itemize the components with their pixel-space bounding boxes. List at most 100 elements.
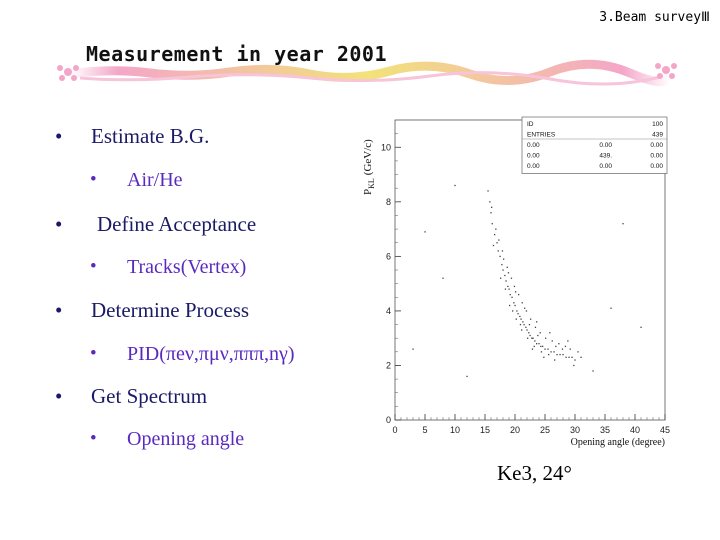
data-point xyxy=(573,364,575,367)
data-point xyxy=(528,332,530,334)
data-point xyxy=(520,318,522,320)
data-point xyxy=(550,351,552,353)
data-point xyxy=(521,329,523,331)
data-point xyxy=(490,212,492,214)
data-point xyxy=(492,244,495,247)
data-point xyxy=(530,318,532,320)
x-tick-label: 30 xyxy=(570,425,580,435)
y-tick-label: 8 xyxy=(386,197,391,207)
sub-bullet-item: Air/He xyxy=(127,169,183,191)
data-point xyxy=(558,343,560,345)
stats-cell: ENTRIES xyxy=(527,132,556,139)
data-point xyxy=(571,356,573,358)
data-point xyxy=(543,356,545,358)
data-point xyxy=(503,258,505,260)
x-axis-label: Opening angle (degree) xyxy=(571,437,665,448)
data-point xyxy=(500,277,502,279)
data-point xyxy=(533,345,535,348)
sub-bullet-item: Opening angle xyxy=(127,428,245,450)
data-point xyxy=(515,318,517,320)
data-point xyxy=(525,310,528,312)
data-point xyxy=(412,348,414,350)
decorative-banner xyxy=(57,59,677,87)
data-point xyxy=(518,293,520,296)
flower-icon xyxy=(57,65,79,81)
x-tick-label: 0 xyxy=(392,425,397,435)
stats-cell: 100 xyxy=(652,121,663,128)
data-point xyxy=(553,351,555,353)
data-point xyxy=(494,233,496,236)
bullet-marker: • xyxy=(55,124,63,148)
y-tick-label: 0 xyxy=(386,415,391,425)
bullet-item: Determine Process xyxy=(91,298,250,322)
data-point xyxy=(531,348,534,350)
data-point xyxy=(561,348,564,350)
data-point xyxy=(568,356,570,358)
data-point xyxy=(501,263,503,266)
data-point xyxy=(567,340,569,342)
data-point xyxy=(511,296,513,298)
data-point xyxy=(542,345,544,348)
data-point xyxy=(536,343,538,345)
data-point xyxy=(569,348,571,350)
data-point xyxy=(505,280,507,282)
data-point xyxy=(454,184,456,187)
data-point xyxy=(508,288,510,290)
bullet-marker: • xyxy=(55,298,63,322)
section-label: 3.Beam surveyⅢ xyxy=(599,10,710,25)
data-point xyxy=(504,288,507,290)
data-point xyxy=(495,228,497,230)
data-point xyxy=(491,206,493,208)
data-point xyxy=(540,345,542,348)
data-point xyxy=(529,334,531,337)
data-point xyxy=(513,302,515,304)
y-axis-label: PKL(GeV/c) xyxy=(362,139,376,195)
bullet-item: Get Spectrum xyxy=(91,384,208,408)
stats-cell: 439 xyxy=(652,132,663,139)
data-point xyxy=(531,337,533,339)
data-point xyxy=(537,334,539,337)
data-point xyxy=(610,307,612,309)
stats-cell: 0.00 xyxy=(650,142,663,149)
x-tick-label: 25 xyxy=(540,425,550,435)
data-point xyxy=(512,310,514,312)
data-point xyxy=(528,323,531,326)
data-point xyxy=(513,285,516,288)
data-point xyxy=(514,304,516,307)
data-point xyxy=(517,313,519,315)
stats-cell: 0.00 xyxy=(650,153,663,160)
data-point xyxy=(501,250,504,252)
data-point xyxy=(538,343,540,345)
bullet-marker: • xyxy=(90,343,97,364)
data-point xyxy=(515,291,517,293)
data-point xyxy=(496,242,498,244)
data-point xyxy=(559,353,561,356)
stats-cell: 0.00 xyxy=(599,163,612,170)
data-point xyxy=(564,345,567,348)
data-point xyxy=(509,304,511,307)
bullet-marker: • xyxy=(90,428,97,449)
data-point xyxy=(510,277,513,279)
data-point xyxy=(547,348,549,350)
data-point xyxy=(498,239,500,241)
bullet-marker: • xyxy=(55,384,63,408)
data-point xyxy=(516,310,518,312)
data-point xyxy=(540,351,543,353)
data-point xyxy=(562,353,564,356)
bullet-item: Estimate B.G. xyxy=(91,124,210,148)
bullet-marker: • xyxy=(90,169,97,190)
data-point xyxy=(424,231,426,233)
chart-caption: Ke3, 24° xyxy=(497,461,572,485)
data-point xyxy=(534,340,536,342)
data-point xyxy=(640,326,642,328)
stats-cell: 0.00 xyxy=(527,142,540,149)
data-point xyxy=(536,321,538,323)
data-point xyxy=(556,353,558,356)
data-point xyxy=(507,285,509,288)
data-point xyxy=(519,323,522,326)
x-tick-label: 20 xyxy=(510,425,520,435)
y-tick-label: 2 xyxy=(386,360,391,370)
bullet-marker: • xyxy=(90,256,97,277)
y-tick-label: 4 xyxy=(386,306,391,316)
data-point xyxy=(506,266,508,268)
